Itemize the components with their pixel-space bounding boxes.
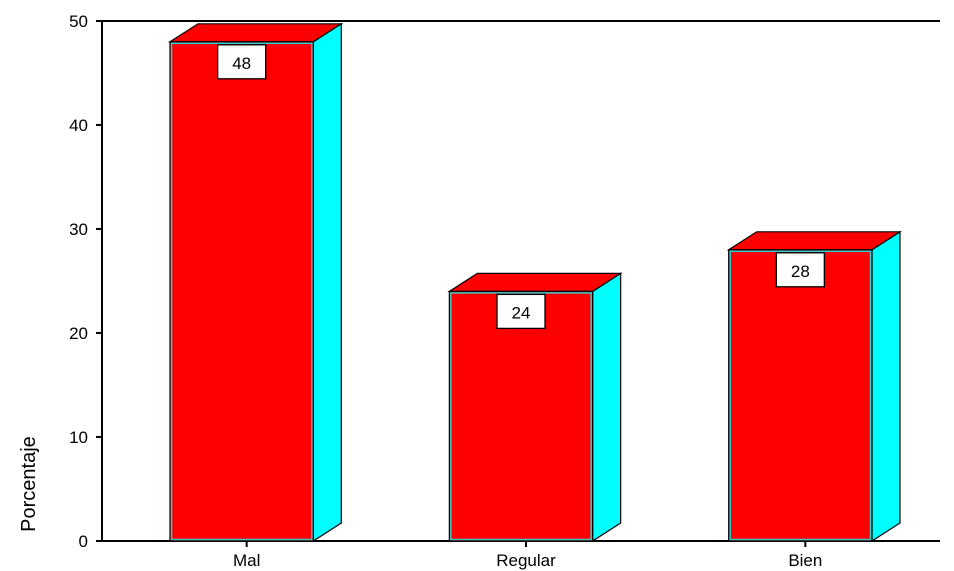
bar-group: 28: [726, 230, 903, 543]
bar-group: 48: [167, 22, 344, 543]
bar-top: [726, 231, 903, 251]
data-label: 48: [232, 54, 251, 73]
data-label-box: [775, 252, 825, 288]
x-category-label: Mal: [233, 551, 260, 570]
bar-edge: [729, 250, 872, 541]
data-label-box: [217, 44, 267, 80]
bar-side: [312, 22, 342, 543]
bar-edge: [170, 42, 313, 541]
y-tick-label: 10: [69, 428, 88, 447]
bar: [169, 41, 314, 542]
y-ticks: 0 10 20 30 40 50: [69, 12, 102, 551]
bar-side: [592, 272, 622, 543]
data-label: 28: [791, 262, 810, 281]
x-categories: Mal Regular Bien: [233, 541, 822, 570]
y-tick-label: 30: [69, 220, 88, 239]
bars: 48 24 28: [167, 22, 903, 543]
bar-group: 24: [447, 272, 623, 543]
y-axis-title: Porcentaje: [18, 436, 40, 532]
bar: [448, 290, 594, 542]
bar-side: [871, 230, 901, 543]
y-tick-label: 0: [79, 532, 88, 551]
data-label-box: [496, 293, 546, 330]
bar: [728, 249, 873, 542]
x-category-label: Regular: [496, 551, 556, 570]
y-tick-label: 50: [69, 12, 88, 31]
y-tick-label: 20: [69, 324, 88, 343]
x-category-label: Bien: [788, 551, 822, 570]
y-tick-label: 40: [69, 116, 88, 135]
bar-top: [167, 23, 344, 43]
data-label: 24: [512, 303, 531, 322]
bar-top: [447, 272, 623, 292]
bar-edge: [450, 292, 592, 541]
